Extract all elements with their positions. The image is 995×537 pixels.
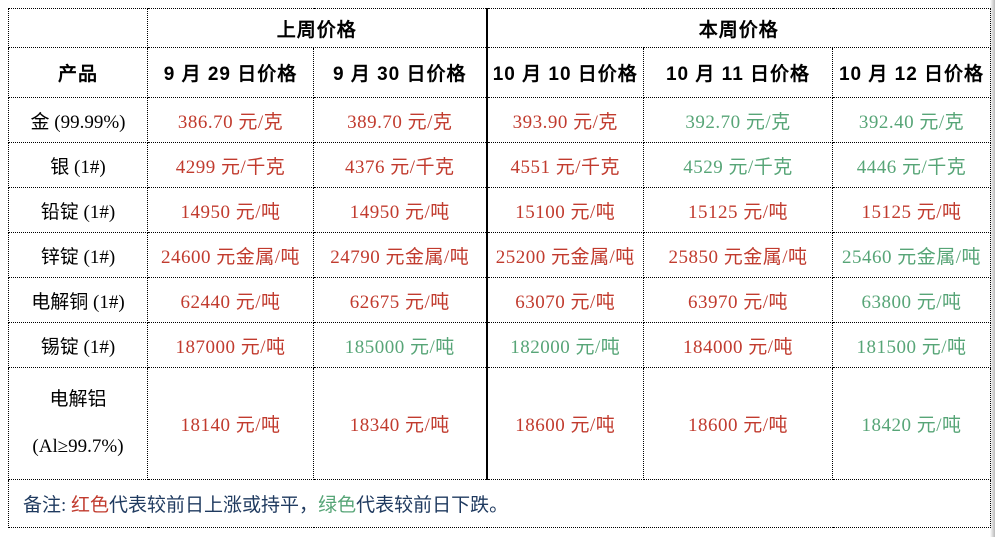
product-name: 锡锭 (1#) <box>8 322 148 368</box>
date-header-sep30: 9 月 30 日价格 <box>312 47 488 98</box>
price-cell: 18340 元/吨 <box>312 367 488 480</box>
product-name: 电解铜 (1#) <box>8 277 148 323</box>
table-row: 银 (1#) 4299 元/千克 4376 元/千克 4551 元/千克 4529 元/… <box>8 142 992 188</box>
price-cell: 187000 元/吨 <box>147 322 314 368</box>
price-cell: 185000 元/吨 <box>312 322 488 368</box>
price-cell: 4446 元/千克 <box>832 142 992 188</box>
metal-price-table: 上周价格 本周价格 产品 9 月 29 日价格 9 月 30 日价格 10 月 … <box>7 8 992 528</box>
date-header-oct11: 10 月 11 日价格 <box>643 47 834 98</box>
product-name: 金 (99.99%) <box>8 97 148 143</box>
note-row: 备注: 红色代表较前日上涨或持平，绿色代表较前日下跌。 <box>7 479 992 528</box>
table-row: 锌锭 (1#) 24600 元金属/吨 24790 元金属/吨 25200 元金属/吨… <box>8 232 992 278</box>
price-cell: 392.40 元/克 <box>832 97 992 143</box>
price-cell: 184000 元/吨 <box>643 322 834 368</box>
price-cell: 393.90 元/克 <box>485 97 645 143</box>
price-cell: 4551 元/千克 <box>485 142 645 188</box>
price-cell: 25200 元金属/吨 <box>485 232 645 278</box>
price-cell: 18600 元/吨 <box>643 367 834 480</box>
price-cell: 4529 元/千克 <box>643 142 834 188</box>
price-cell: 4299 元/千克 <box>147 142 314 188</box>
price-cell: 14950 元/吨 <box>312 187 488 233</box>
price-cell: 63070 元/吨 <box>485 277 645 323</box>
product-name: 锌锭 (1#) <box>8 232 148 278</box>
price-cell: 15100 元/吨 <box>485 187 645 233</box>
price-cell: 24790 元金属/吨 <box>312 232 488 278</box>
last-week-group-header: 上周价格 <box>146 8 488 48</box>
table-container: 上周价格 本周价格 产品 9 月 29 日价格 9 月 30 日价格 10 月 … <box>7 8 992 528</box>
this-week-group-header: 本周价格 <box>485 8 992 48</box>
product-name: 铅锭 (1#) <box>8 187 148 233</box>
table-row: 电解铜 (1#) 62440 元/吨 62675 元/吨 63070 元/吨 63970… <box>8 277 992 323</box>
price-cell: 14950 元/吨 <box>147 187 314 233</box>
price-cell: 18140 元/吨 <box>147 367 314 480</box>
legend-note-segment: 绿色 <box>318 495 357 516</box>
price-cell: 62675 元/吨 <box>312 277 488 323</box>
price-cell: 389.70 元/克 <box>312 97 488 143</box>
table-row: 锡锭 (1#) 187000 元/吨 185000 元/吨 182000 元/吨 184… <box>8 322 992 368</box>
price-cell: 63800 元/吨 <box>832 277 992 323</box>
price-cell: 24600 元金属/吨 <box>147 232 314 278</box>
price-cell: 62440 元/吨 <box>147 277 314 323</box>
table-row: 铅锭 (1#) 14950 元/吨 14950 元/吨 15100 元/吨 15125 … <box>8 187 992 233</box>
corner-cell <box>8 8 148 48</box>
legend-note-segment: 代表较前日上涨或持平， <box>109 495 319 516</box>
product-name: 银 (1#) <box>8 142 148 188</box>
date-header-oct10: 10 月 10 日价格 <box>485 47 645 98</box>
product-column-header: 产品 <box>8 47 148 98</box>
legend-note: 备注: 红色代表较前日上涨或持平，绿色代表较前日下跌。 <box>7 479 992 528</box>
price-cell: 392.70 元/克 <box>643 97 834 143</box>
price-table-body: 金 (99.99%) 386.70 元/克 389.70 元/克 393.90 元/克… <box>8 97 992 480</box>
product-name: 电解铝 (Al≥99.7%) <box>8 367 148 480</box>
price-cell: 386.70 元/克 <box>147 97 314 143</box>
price-cell: 15125 元/吨 <box>643 187 834 233</box>
price-cell: 181500 元/吨 <box>832 322 992 368</box>
price-cell: 18600 元/吨 <box>485 367 645 480</box>
price-cell: 25850 元金属/吨 <box>643 232 834 278</box>
price-cell: 4376 元/千克 <box>312 142 488 188</box>
legend-note-segment: 代表较前日下跌。 <box>356 495 509 516</box>
table-row: 金 (99.99%) 386.70 元/克 389.70 元/克 393.90 元/克… <box>8 97 992 143</box>
date-header-row: 产品 9 月 29 日价格 9 月 30 日价格 10 月 10 日价格 10 … <box>8 47 992 98</box>
table-row: 电解铝 (Al≥99.7%) 18140 元/吨 18340 元/吨 18600 元/吨… <box>8 367 992 480</box>
legend-note-segment: 备注: <box>23 495 72 516</box>
date-header-sep29: 9 月 29 日价格 <box>147 47 314 98</box>
price-cell: 15125 元/吨 <box>832 187 992 233</box>
price-cell: 18420 元/吨 <box>832 367 992 480</box>
price-cell: 182000 元/吨 <box>485 322 645 368</box>
legend-note-segment: 红色 <box>71 495 110 516</box>
price-cell: 63970 元/吨 <box>643 277 834 323</box>
date-header-oct12: 10 月 12 日价格 <box>832 47 992 98</box>
week-group-header-row: 上周价格 本周价格 <box>8 8 992 48</box>
price-cell: 25460 元金属/吨 <box>832 232 992 278</box>
